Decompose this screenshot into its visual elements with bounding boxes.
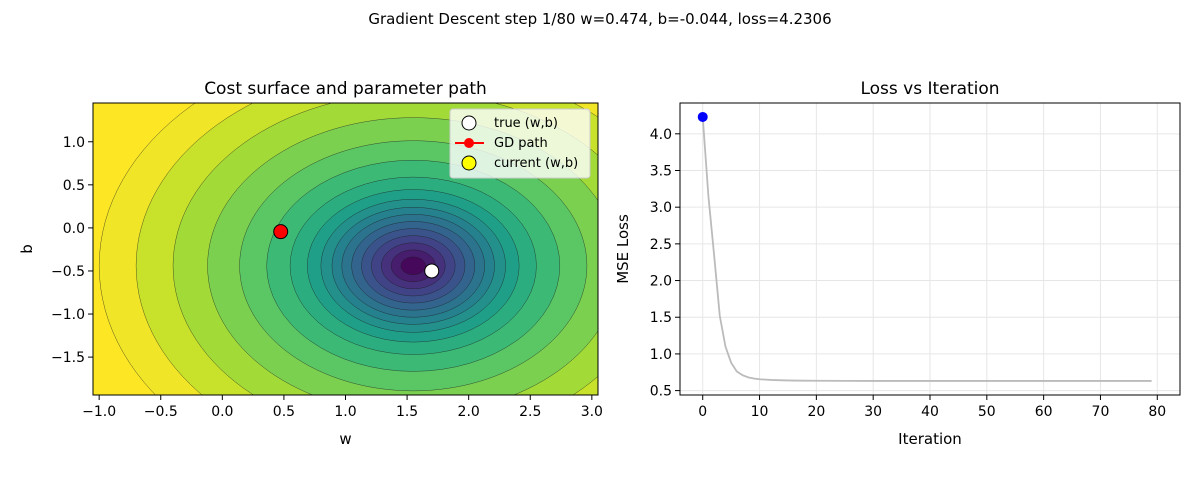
contour-x-tick-label: 2.5	[519, 404, 541, 420]
contour-x-ticks: −1.0 −0.5 0.0 0.5 1.0 1.5 2.0 2.5 3.0	[82, 395, 603, 420]
contour-panel: Cost surface and parameter path −1.0 −0.5…	[18, 79, 603, 448]
loss-grid	[680, 103, 1180, 395]
loss-y-tick-label: 2.0	[650, 274, 672, 290]
contour-x-tick-label: 2.0	[458, 404, 480, 420]
loss-x-tick-label: 50	[978, 404, 996, 420]
true-wb-point	[424, 263, 440, 279]
loss-y-tick-label: 2.5	[650, 237, 672, 253]
loss-xlabel: Iteration	[898, 430, 962, 448]
contour-x-tick-label: −0.5	[144, 404, 178, 420]
contour-title: Cost surface and parameter path	[204, 79, 487, 99]
loss-series	[697, 111, 1152, 382]
loss-x-tick-label: 60	[1035, 404, 1053, 420]
contour-x-tick-label: 3.0	[581, 404, 603, 420]
contour-y-tick-label: 0.0	[63, 221, 85, 237]
loss-y-tick-label: 1.5	[650, 310, 672, 326]
loss-x-tick-label: 30	[864, 404, 882, 420]
loss-title: Loss vs Iteration	[860, 79, 999, 99]
contour-y-tick-label: −1.0	[51, 307, 85, 323]
legend-path-label: GD path	[494, 136, 548, 151]
loss-y-tick-label: 4.0	[650, 127, 672, 143]
loss-y-tick-label: 3.0	[650, 200, 672, 216]
loss-x-tick-label: 40	[921, 404, 939, 420]
contour-x-tick-label: 0.0	[211, 404, 233, 420]
contour-y-ticks: 1.0 0.5 0.0 −0.5 −1.0 −1.5	[51, 135, 93, 366]
contour-legend: true (w,b) GD path current (w,b)	[449, 108, 591, 179]
contour-level	[400, 256, 426, 275]
contour-y-tick-label: 1.0	[63, 135, 85, 151]
contour-y-tick-label: −0.5	[51, 264, 85, 280]
contour-x-tick-label: 0.5	[273, 404, 295, 420]
loss-y-tick-label: 3.5	[650, 163, 672, 179]
figure-suptitle: Gradient Descent step 1/80 w=0.474, b=-0…	[368, 10, 831, 28]
loss-current-point	[697, 111, 708, 122]
legend-path-marker	[464, 138, 474, 148]
contour-x-tick-label: 1.5	[396, 404, 418, 420]
loss-curve	[701, 116, 1152, 382]
contour-markers	[273, 224, 440, 279]
loss-x-tick-label: 70	[1092, 404, 1110, 420]
legend-box	[449, 108, 591, 179]
loss-ylabel: MSE Loss	[614, 214, 632, 284]
loss-x-tick-label: 80	[1148, 404, 1166, 420]
legend-current-label: current (w,b)	[494, 156, 578, 171]
loss-panel: Loss vs Iteration 0 10 20 30 40 50 60 70 80 4.0 3…	[614, 79, 1181, 448]
loss-x-ticks: 0 10 20 30 40 50 60 70 80	[698, 395, 1166, 420]
contour-x-tick-label: 1.0	[334, 404, 356, 420]
loss-y-tick-label: 1.0	[650, 347, 672, 363]
legend-true-marker	[461, 115, 477, 131]
loss-y-ticks: 4.0 3.5 3.0 2.5 2.0 1.5 1.0 0.5	[650, 127, 680, 400]
legend-current-marker	[461, 155, 477, 171]
contour-ylabel: b	[18, 244, 36, 254]
loss-y-tick-label: 0.5	[650, 384, 672, 400]
loss-x-tick-label: 10	[751, 404, 769, 420]
contour-y-tick-label: −1.5	[51, 350, 85, 366]
contour-y-tick-label: 0.5	[63, 178, 85, 194]
contour-x-tick-label: −1.0	[82, 404, 116, 420]
legend-true-label: true (w,b)	[494, 116, 558, 131]
loss-x-tick-label: 0	[698, 404, 707, 420]
current-wb-point	[273, 224, 289, 240]
loss-x-tick-label: 20	[807, 404, 825, 420]
contour-xlabel: w	[339, 430, 351, 448]
